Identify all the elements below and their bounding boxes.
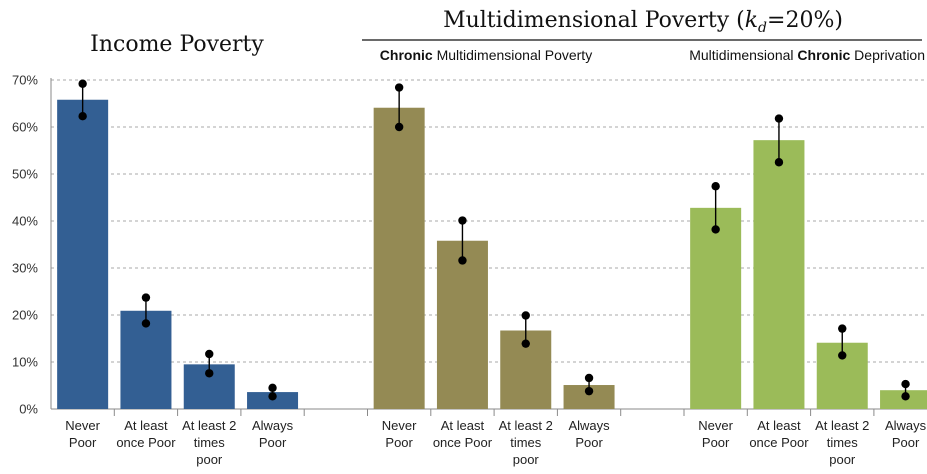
income-poverty-title: Income Poverty [90,32,264,57]
category-label-line: At least 2 [182,418,236,433]
error-bar-upper-point [711,182,720,191]
category-label-line: Always [885,418,927,433]
category-label-line: At least [124,418,168,433]
error-bar-lower-point [584,386,594,396]
category-label-line: Poor [69,435,97,450]
sub1-rest: Multidimensional Poverty [433,47,593,63]
category-label-line: times [194,435,226,450]
category-label: Always Poor [252,418,294,450]
main-title-text: Multidimensional Poverty ( [443,8,745,33]
main-title-k: k [745,8,758,33]
category-label-line: Never [698,418,733,433]
category-label-line: once Poor [749,435,809,450]
sub2-pre: Multidimensional [689,47,797,63]
y-tick-label: 10% [12,355,38,370]
category-label-line: Always [252,418,294,433]
category-label: Never Poor [698,418,733,450]
bar [753,140,805,409]
error-bar-upper-point [394,83,404,92]
category-label-line: Never [65,418,100,433]
main-title-subscript: d [758,20,767,36]
category-label-line: At least [757,418,801,433]
error-bar-lower-point [268,392,277,401]
category-label-line: times [827,435,859,450]
sub2-bold: Chronic [797,47,850,63]
main-title-tail: =20%) [767,8,843,33]
category-label-line: Poor [259,435,287,450]
error-bar-upper-point [268,383,277,393]
category-label: Never Poor [65,418,100,450]
category-label-line: Poor [702,435,730,450]
error-bar-lower-point [205,369,214,378]
bar [436,240,488,409]
error-bar-upper-point [838,324,847,333]
error-bar-upper-point [521,311,530,320]
error-bar-upper-point [78,79,87,88]
error-bar-lower-point [141,319,151,328]
category-label-line: Always [568,418,610,433]
category-label: Never Poor [382,418,417,450]
bar [247,392,299,409]
error-bar-lower-point [394,122,404,132]
category-label-line: once Poor [116,435,176,450]
category-label: Always Poor [568,418,610,450]
category-label: At least 2 times poor [182,418,236,467]
category-label: Always Poor [885,418,927,450]
y-tick-label: 70% [12,73,38,88]
bar [57,99,109,410]
error-bar-upper-point [774,114,784,123]
error-bar-lower-point [78,111,87,121]
category-label-line: At least 2 [499,418,553,433]
bar [690,207,742,409]
error-bar-upper-point [205,349,214,359]
y-tick-label: 50% [12,167,38,182]
bar [563,385,615,409]
category-label: At least 2 times poor [815,418,869,467]
category-label-line: poor [513,452,540,467]
category-label-line: times [510,435,542,450]
multidimensional-poverty-title: Multidimensional Poverty (kd=20%) [443,8,843,36]
y-tick-label: 30% [12,261,38,276]
multidimensional-chronic-deprivation-title: Multidimensional Chronic Deprivation [689,47,925,63]
bar [373,107,425,409]
category-label-line: Poor [385,435,413,450]
category-label: At least once Poor [116,418,176,450]
category-label-line: Poor [892,435,920,450]
error-bar-lower-point [521,339,530,348]
y-tick-label: 40% [12,214,38,229]
error-bar-upper-point [458,216,467,225]
error-bar-upper-point [584,373,594,383]
category-label-line: poor [196,452,223,467]
sub1-bold: Chronic [380,47,433,63]
error-bar-upper-point [141,293,151,302]
error-bar-lower-point [838,351,847,360]
y-tick-label: 60% [12,120,38,135]
category-label: At least once Poor [749,418,809,450]
error-bar-lower-point [901,392,910,401]
category-label-line: At least [441,418,485,433]
error-bar-upper-point [901,379,910,389]
category-label: At least 2 times poor [499,418,553,467]
category-label-line: poor [829,452,856,467]
category-label-line: Never [382,418,417,433]
category-label: At least once Poor [433,418,493,450]
gridlines [50,78,927,416]
category-label-line: once Poor [433,435,493,450]
chronic-multidimensional-poverty-title: Chronic Multidimensional Poverty [380,47,592,63]
category-label-line: At least 2 [815,418,869,433]
category-label-line: Poor [575,435,603,450]
error-bar-lower-point [711,225,720,234]
error-bar-lower-point [458,256,467,265]
error-bar-lower-point [774,158,784,167]
y-axis-ticks: 0% 10% 20% 30% 40% 50% 60% 70% [12,73,38,417]
y-tick-label: 20% [12,308,38,323]
sub2-rest: Deprivation [850,47,925,63]
y-tick-label: 0% [19,402,38,417]
category-labels: Never Poor At least once Poor At least 2 time… [65,418,926,467]
error-bars [78,79,910,401]
bars [57,99,927,410]
